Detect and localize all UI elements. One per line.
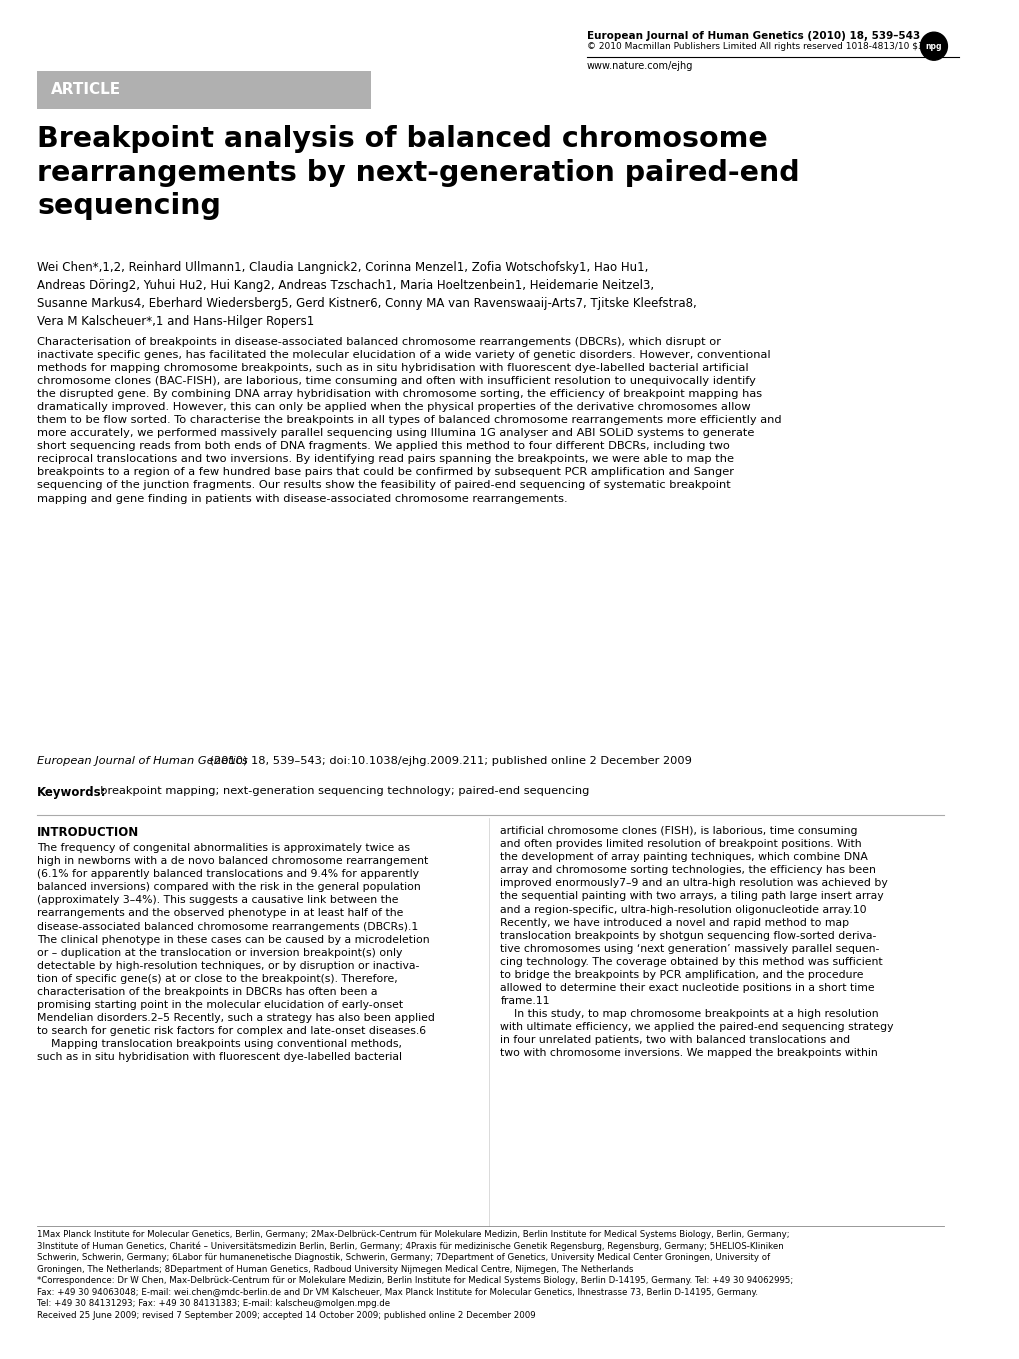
Text: Keywords:: Keywords: bbox=[38, 786, 107, 799]
Text: ARTICLE: ARTICLE bbox=[51, 82, 121, 98]
Text: breakpoint mapping; next-generation sequencing technology; paired-end sequencing: breakpoint mapping; next-generation sequ… bbox=[93, 786, 589, 795]
Text: artificial chromosome clones (FISH), is laborious, time consuming
and often prov: artificial chromosome clones (FISH), is … bbox=[500, 826, 893, 1057]
Text: European Journal of Human Genetics: European Journal of Human Genetics bbox=[38, 756, 248, 765]
Text: © 2010 Macmillan Publishers Limited All rights reserved 1018-4813/10 $32.00: © 2010 Macmillan Publishers Limited All … bbox=[586, 42, 943, 52]
Circle shape bbox=[919, 33, 947, 60]
Text: npg: npg bbox=[925, 42, 942, 50]
Text: European Journal of Human Genetics (2010) 18, 539–543: European Journal of Human Genetics (2010… bbox=[586, 31, 919, 41]
Text: Characterisation of breakpoints in disease-associated balanced chromosome rearra: Characterisation of breakpoints in disea… bbox=[38, 337, 782, 504]
Text: 1Max Planck Institute for Molecular Genetics, Berlin, Germany; 2Max-Delbrück-Cen: 1Max Planck Institute for Molecular Gene… bbox=[38, 1230, 793, 1320]
Text: INTRODUCTION: INTRODUCTION bbox=[38, 826, 140, 840]
FancyBboxPatch shape bbox=[38, 71, 371, 109]
Text: (2010) 18, 539–543; doi:10.1038/ejhg.2009.211; published online 2 December 2009: (2010) 18, 539–543; doi:10.1038/ejhg.200… bbox=[206, 756, 691, 765]
Text: Breakpoint analysis of balanced chromosome
rearrangements by next-generation pai: Breakpoint analysis of balanced chromoso… bbox=[38, 125, 799, 220]
Text: www.nature.com/ejhg: www.nature.com/ejhg bbox=[586, 61, 692, 71]
Text: The frequency of congenital abnormalities is approximately twice as
high in newb: The frequency of congenital abnormalitie… bbox=[38, 844, 435, 1061]
Text: Wei Chen*,1,2, Reinhard Ullmann1, Claudia Langnick2, Corinna Menzel1, Zofia Wots: Wei Chen*,1,2, Reinhard Ullmann1, Claudi… bbox=[38, 261, 696, 328]
